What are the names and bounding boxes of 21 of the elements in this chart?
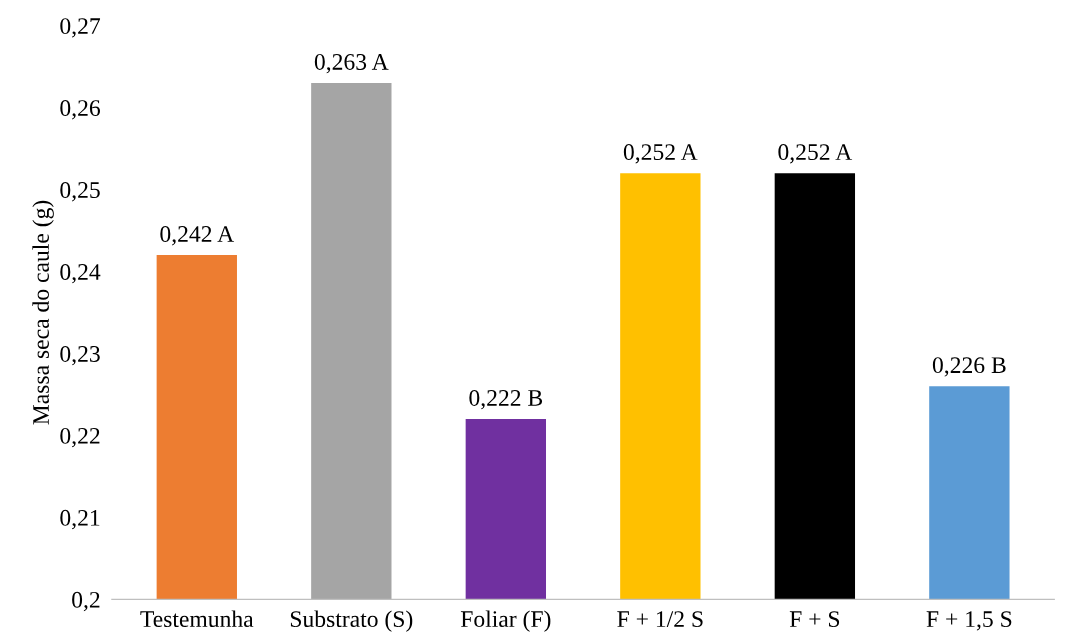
x-tick-label: Testemunha — [140, 610, 254, 628]
data-label: 0,242 A — [160, 226, 235, 246]
data-label: 0,252 A — [623, 144, 698, 164]
y-tick-label: 0,21 — [60, 509, 100, 530]
data-label: 0,226 B — [932, 357, 1006, 377]
y-tick-label: 0,27 — [60, 18, 101, 38]
data-label: 0,252 A — [778, 144, 853, 164]
x-tick-label: F + S — [789, 611, 840, 628]
x-tick-label: F + 1,5 S — [926, 611, 1012, 631]
x-tick-label: Foliar (F) — [460, 610, 551, 632]
x-tick-label: Substrato (S) — [290, 610, 413, 632]
data-label: 0,263 A — [314, 53, 389, 74]
y-axis-title: Massa seca do caule (g) — [32, 200, 54, 425]
y-tick-label: 0,2 — [72, 591, 100, 612]
y-tick-label: 0,25 — [60, 182, 100, 202]
x-tick-label: F + 1/2 S — [617, 611, 703, 628]
y-tick-label: 0,23 — [60, 345, 100, 366]
y-tick-label: 0,26 — [60, 100, 101, 120]
y-tick-label: 0,24 — [60, 264, 101, 284]
y-tick-label: 0,22 — [60, 427, 100, 448]
data-label: 0,222 B — [469, 389, 543, 410]
